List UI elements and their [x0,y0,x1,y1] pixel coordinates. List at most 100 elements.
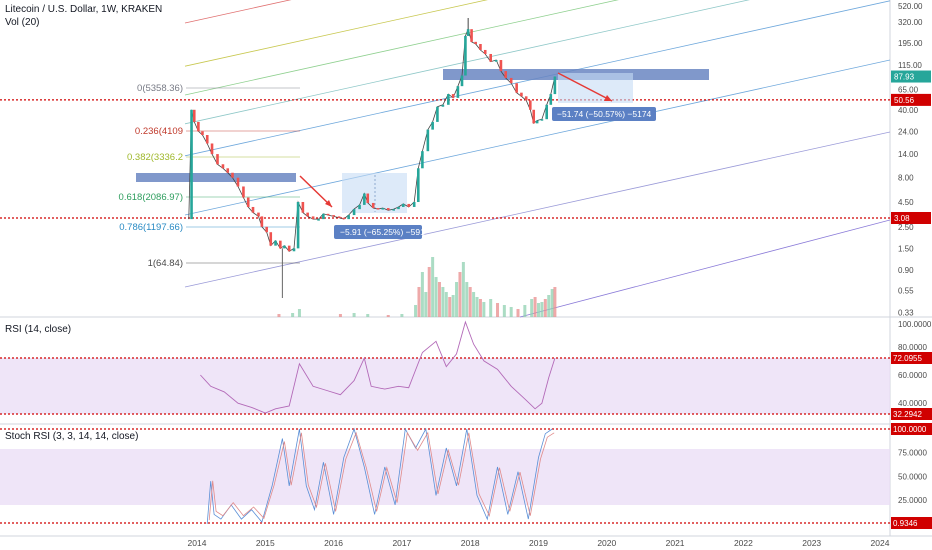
last-price-badge [891,70,931,83]
rsi-pane [0,320,890,415]
time-tick-label: 2019 [529,538,548,548]
volume-bar [424,292,428,317]
fib-level-label: 0.236(4109 [135,126,183,137]
price-candle [269,232,273,246]
rsi-title: RSI (14, close) [5,324,71,335]
price-tick-label: 4.50 [898,198,914,207]
trend-arrow [299,175,333,208]
price-candle [549,94,553,105]
volume-bar [472,292,476,317]
price-candle [352,209,356,216]
volume-bar [553,287,557,317]
price-candle [231,172,234,178]
price-tick-label: 24.00 [898,127,919,136]
rsi-line [200,320,556,414]
price-candle [190,109,193,220]
time-tick-label: 2021 [666,538,685,548]
price-candle [494,60,498,62]
price-candle [210,143,214,155]
price-candle [265,226,268,233]
time-tick-label: 2015 [256,538,275,548]
price-tick-label: 115.00 [898,61,922,70]
drawings-layer: 0(5358.36) 0.236(4109 0.382(3336.2 0.618(20… [0,0,891,318]
stoch-d-line [208,431,555,521]
measurement-label: −5.91 (−65.25%) −591 [340,227,425,237]
price-candle [431,121,434,130]
price-candle [436,106,439,122]
price-candle [474,41,477,45]
price-tick-label: 0.90 [898,266,914,275]
price-candle [326,213,330,216]
price-candle [201,131,204,136]
fib-level-label: 0.382(3336.2 [127,152,183,163]
price-candle [197,121,200,132]
volume-bar [547,295,551,317]
last-price-text: 87.93 [894,73,915,82]
price-candle [451,94,455,98]
price-axis: 50.56 3.08 87.93 520.00 320.00 195.00 115.00 65… [188,2,932,548]
price-candle [447,94,450,105]
volume-bar [496,303,500,317]
level-badge-text: 50.56 [894,96,915,105]
price-candle [416,168,420,202]
channel-line [184,59,891,216]
volume-bar [441,287,445,317]
price-candle [535,120,539,124]
price-candle [260,216,264,227]
time-tick-label: 2017 [392,538,411,548]
price-candle [421,151,424,169]
time-tick-label: 2014 [188,538,207,548]
volume-bar [475,297,479,317]
price-candle [397,206,400,210]
price-candle [216,154,219,165]
price-candle [392,209,396,211]
price-candle [509,77,513,84]
price-series [188,18,557,317]
volume-bar [458,272,462,317]
price-candle [192,109,196,122]
volume-bar [455,282,459,317]
volume-bar [478,299,482,317]
volume-bar [431,257,435,317]
fib-level-label: 0.618(2086.97) [119,192,183,203]
price-tick-label: 8.00 [898,174,914,183]
price-tick-label: 14.00 [898,150,919,159]
volume-bar [277,314,281,317]
volume-bar [427,267,431,317]
rsi-level-badge [891,352,932,364]
price-candle [553,76,557,95]
chart-title: Litecoin / U.S. Dollar, 1W, KRAKEN [5,4,162,15]
volume-bar [448,297,452,317]
stoch-rsi-pane [0,427,890,524]
price-candle [226,168,230,173]
price-candle [251,206,255,213]
trend-arrow [557,72,613,102]
arrow-head [604,95,612,101]
volume-bar [434,277,438,317]
price-candle [317,219,320,221]
price-candle [376,208,380,210]
price-candle [540,119,544,121]
stoch-k-line [206,427,553,524]
rsi-level-badge [891,408,932,420]
price-candle [524,96,528,101]
measure-area [558,73,633,103]
time-tick-label: 2016 [324,538,343,548]
volume-bar [530,299,534,317]
volume-bar [509,307,513,317]
price-candle [283,245,286,249]
price-tick-label: 40.00 [898,106,919,115]
volume-bar [437,282,441,317]
volume-bar [400,314,404,317]
price-candle [236,177,240,187]
rsi-band [0,358,890,414]
volume-bar [338,314,342,317]
fib-level-label: 0(5358.36) [137,83,183,94]
stoch-level-text: 100.0000 [893,425,927,434]
volume-bar [352,313,356,317]
price-candle [489,53,492,62]
volume-bar [468,287,472,317]
price-tick-label: 0.33 [898,308,914,317]
volume-bar [465,282,469,317]
